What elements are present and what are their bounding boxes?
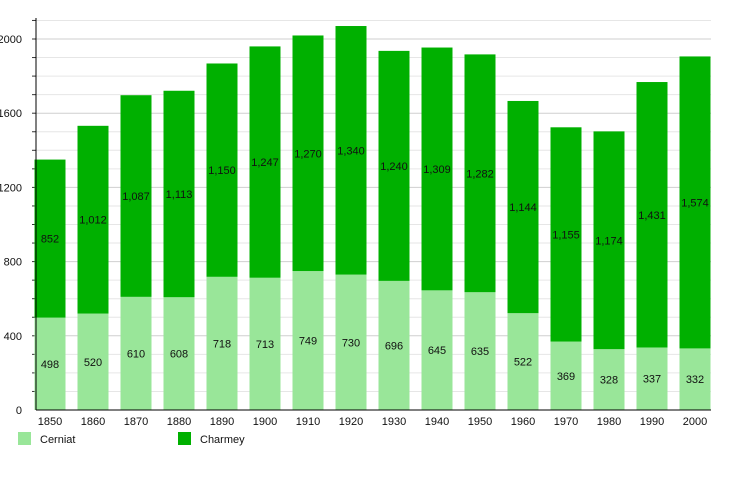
y-tick-label: 400 (4, 331, 22, 343)
data-label: 635 (471, 346, 489, 358)
y-tick-label: 800 (4, 257, 22, 269)
data-label: 696 (385, 340, 403, 352)
bar-cerniat-1920 (335, 274, 367, 410)
data-label: 852 (41, 234, 59, 246)
bar-charmey-2000 (679, 56, 711, 349)
data-label: 1,012 (79, 215, 107, 227)
x-tick-label: 1910 (296, 416, 320, 428)
data-label: 1,155 (552, 229, 580, 241)
bar-cerniat-1910 (292, 271, 324, 410)
x-tick-label: 1990 (640, 416, 664, 428)
y-tick-label: 2000 (0, 34, 22, 46)
bar-cerniat-1930 (378, 280, 410, 410)
x-tick-label: 1940 (425, 416, 449, 428)
data-label: 1,144 (509, 202, 537, 214)
data-label: 713 (256, 339, 274, 351)
bar-charmey-1940 (421, 47, 453, 291)
bar-cerniat-1960 (507, 313, 539, 410)
x-tick-label: 1960 (511, 416, 535, 428)
legend-label: Charmey (200, 434, 245, 446)
data-label: 522 (514, 357, 532, 369)
data-label: 1,087 (122, 191, 150, 203)
data-label: 1,174 (595, 235, 623, 247)
bar-charmey-1920 (335, 26, 367, 275)
x-tick-label: 1970 (554, 416, 578, 428)
bar-cerniat-1990 (636, 347, 668, 410)
bar-charmey-1930 (378, 50, 410, 281)
data-label: 1,240 (380, 161, 408, 173)
data-label: 749 (299, 336, 317, 348)
data-label: 369 (557, 371, 575, 383)
x-tick-label: 1900 (253, 416, 277, 428)
bar-cerniat-1940 (421, 290, 453, 410)
bar-charmey-1900 (249, 46, 281, 278)
data-label: 1,282 (466, 168, 494, 180)
x-tick-label: 1890 (210, 416, 234, 428)
data-label: 610 (127, 348, 145, 360)
x-tick-label: 1850 (38, 416, 62, 428)
bar-cerniat-1860 (77, 313, 109, 410)
bar-charmey-1850 (34, 159, 66, 318)
bar-charmey-1880 (163, 90, 195, 298)
data-label: 328 (600, 375, 618, 387)
bar-charmey-1990 (636, 82, 668, 348)
x-tick-label: 1880 (167, 416, 191, 428)
x-tick-label: 1870 (124, 416, 148, 428)
bar-charmey-1970 (550, 127, 582, 342)
data-label: 718 (213, 338, 231, 350)
bar-charmey-1890 (206, 63, 238, 277)
bar-cerniat-1850 (34, 317, 66, 410)
bar-cerniat-1950 (464, 292, 496, 410)
x-tick-label: 1860 (81, 416, 105, 428)
data-label: 1,340 (337, 145, 365, 157)
data-label: 608 (170, 349, 188, 361)
data-label: 1,247 (251, 157, 279, 169)
legend-label: Cerniat (40, 434, 75, 446)
data-label: 332 (686, 374, 704, 386)
bar-charmey-1950 (464, 54, 496, 293)
x-tick-label: 1920 (339, 416, 363, 428)
bar-cerniat-1890 (206, 276, 238, 410)
data-label: 1,574 (681, 197, 709, 209)
data-label: 1,309 (423, 164, 451, 176)
legend-swatch (178, 432, 191, 445)
y-tick-label: 0 (16, 405, 22, 417)
data-label: 337 (643, 374, 661, 386)
x-tick-label: 1930 (382, 416, 406, 428)
bar-charmey-1860 (77, 125, 109, 314)
bar-charmey-1870 (120, 95, 152, 297)
data-label: 645 (428, 345, 446, 357)
data-label: 520 (84, 357, 102, 369)
bar-charmey-1910 (292, 35, 324, 272)
y-tick-label: 1600 (0, 108, 22, 120)
data-label: 498 (41, 359, 59, 371)
bar-cerniat-1870 (120, 296, 152, 410)
data-label: 1,113 (166, 189, 193, 201)
data-label: 1,150 (208, 165, 236, 177)
bar-cerniat-1880 (163, 297, 195, 410)
data-label: 730 (342, 337, 360, 349)
legend-swatch (18, 432, 31, 445)
x-tick-label: 2000 (683, 416, 707, 428)
bar-cerniat-2000 (679, 348, 711, 410)
bar-charmey-1980 (593, 131, 625, 350)
y-tick-label: 1200 (0, 182, 22, 194)
data-label: 1,270 (294, 148, 322, 160)
x-tick-label: 1980 (597, 416, 621, 428)
bar-cerniat-1970 (550, 341, 582, 410)
bar-cerniat-1980 (593, 349, 625, 410)
bar-cerniat-1900 (249, 277, 281, 410)
x-tick-label: 1950 (468, 416, 492, 428)
bar-charmey-1960 (507, 100, 539, 314)
data-label: 1,431 (638, 210, 666, 222)
